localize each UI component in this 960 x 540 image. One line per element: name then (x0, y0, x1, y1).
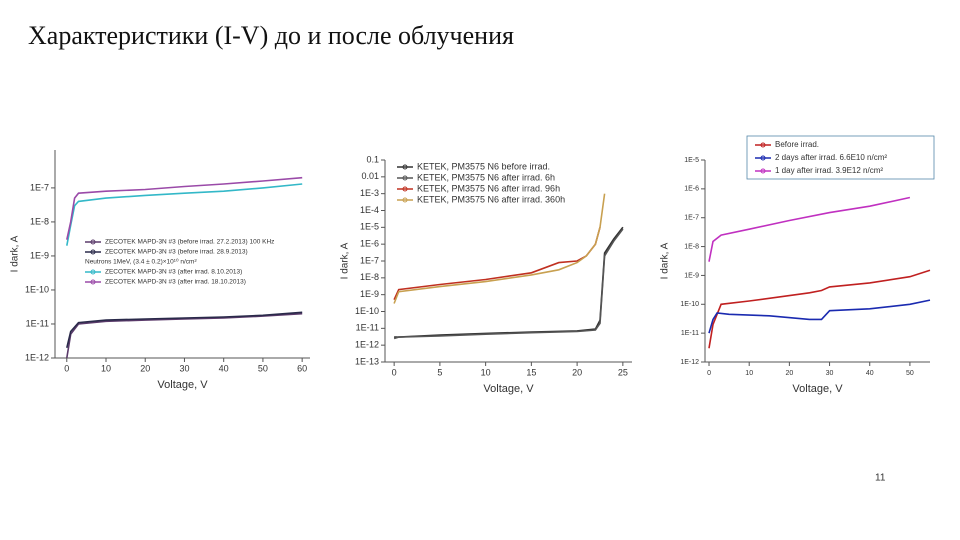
legend-label: KETEK, PM3575 N6 before irrad. (417, 161, 550, 171)
x-tick-label: 20 (140, 363, 150, 373)
y-tick-label: 1E-9 (360, 289, 379, 299)
x-tick-label: 40 (866, 370, 874, 377)
y-tick-label: 1E-13 (355, 356, 379, 366)
x-tick-label: 40 (219, 363, 229, 373)
x-tick-label: 25 (618, 367, 628, 377)
y-tick-label: 1E-7 (30, 182, 49, 192)
x-tick-label: 5 (437, 367, 442, 377)
x-tick-label: 20 (785, 370, 793, 377)
x-tick-label: 60 (297, 363, 307, 373)
legend-label: Before irrad. (775, 140, 819, 149)
y-tick-label: 1E-9 (684, 272, 699, 279)
y-tick-label: 1E-11 (26, 318, 49, 328)
series-line (66, 312, 303, 359)
series-line (66, 176, 303, 240)
legend-marker (402, 186, 408, 192)
y-tick-label: 1E-8 (30, 216, 49, 226)
legend-label: KETEK, PM3575 N6 after irrad. 6h (417, 172, 555, 182)
series-line (66, 311, 303, 348)
legend-label: ZECOTEK MAPD-3N #3 (before irrad. 28.9.2… (105, 249, 248, 256)
legend-label: ZECOTEK MAPD-3N #3 (after irrad. 8.10.20… (105, 269, 242, 276)
y-tick-label: 1E-7 (360, 255, 379, 265)
y-tick-label: 1E-4 (360, 205, 379, 215)
legend-label: ZECOTEK MAPD-3N #3 (after irrad. 18.10.2… (105, 279, 246, 286)
legend-marker (760, 155, 766, 161)
legend-marker (90, 249, 96, 255)
x-tick-label: 10 (745, 370, 753, 377)
series-line (66, 183, 303, 246)
y-tick-label: 1E-3 (360, 188, 379, 198)
y-tick-label: 1E-6 (684, 186, 699, 193)
x-tick-label: 10 (101, 363, 111, 373)
y-tick-label: 1E-11 (356, 323, 379, 333)
series-line (393, 193, 606, 304)
legend-note: Neutrons 1MeV, (3.4 ± 0.2)×10¹⁰ n/cm² (85, 258, 197, 266)
y-axis-label: I dark, A (10, 235, 21, 272)
legend-marker (760, 168, 766, 174)
y-tick-label: 1E-8 (684, 243, 699, 250)
x-tick-label: 50 (906, 370, 914, 377)
y-tick-label: 1E-5 (684, 157, 699, 164)
x-tick-label: 0 (64, 363, 69, 373)
legend-label: ZECOTEK MAPD-3N #3 (before irrad. 27.2.2… (105, 239, 274, 246)
y-tick-label: 1E-8 (360, 272, 379, 282)
y-tick-label: 1E-5 (360, 222, 379, 232)
legend-marker (90, 269, 96, 275)
y-tick-label: 1E-7 (684, 215, 699, 222)
y-tick-label: 0.01 (361, 171, 379, 181)
x-tick-label: 0 (392, 367, 397, 377)
x-tick-label: 0 (707, 370, 711, 377)
y-tick-label: 1E-12 (355, 340, 379, 350)
x-tick-label: 30 (826, 370, 834, 377)
x-tick-label: 30 (179, 363, 189, 373)
y-tick-label: 1E-11 (681, 330, 699, 337)
y-axis-label: I dark, A (660, 242, 671, 279)
slide-title: Характеристики (I-V) до и после облучени… (28, 21, 514, 50)
legend-marker (402, 197, 408, 203)
page-number: 11 (875, 473, 886, 484)
x-tick-label: 15 (526, 367, 536, 377)
legend-marker (90, 239, 96, 245)
series-line (708, 196, 911, 262)
legend-marker (402, 164, 408, 170)
series-line (708, 269, 931, 349)
series-line (393, 228, 624, 340)
x-tick-label: 20 (572, 367, 582, 377)
x-axis-label: Voltage, V (483, 383, 534, 395)
y-tick-label: 1E-10 (25, 284, 49, 294)
legend-label: KETEK, PM3575 N6 after irrad. 96h (417, 183, 560, 193)
y-tick-label: 1E-12 (680, 359, 699, 366)
y-tick-label: 1E-9 (30, 250, 49, 260)
legend-label: 1 day after irrad. 3.9E12 n/cm² (775, 166, 883, 175)
legend-marker (402, 175, 408, 181)
x-tick-label: 50 (258, 363, 268, 373)
y-tick-label: 0.1 (366, 154, 379, 164)
y-tick-label: 1E-12 (25, 352, 49, 362)
legend-marker (90, 279, 96, 285)
legend-box (746, 135, 935, 180)
y-tick-label: 1E-6 (360, 239, 379, 249)
series-line (394, 226, 624, 338)
legend-label: 2 days after irrad. 6.6E10 n/cm² (775, 153, 887, 162)
x-axis-label: Voltage, V (792, 383, 843, 395)
y-tick-label: 1E-10 (355, 306, 379, 316)
legend-label: KETEK, PM3575 N6 after irrad. 360h (417, 194, 565, 204)
y-axis-label: I dark, A (340, 242, 351, 279)
x-tick-label: 10 (481, 367, 491, 377)
series-line (708, 299, 931, 334)
x-axis-label: Voltage, V (157, 379, 208, 391)
legend-marker (760, 142, 766, 148)
y-tick-label: 1E-10 (680, 301, 699, 308)
